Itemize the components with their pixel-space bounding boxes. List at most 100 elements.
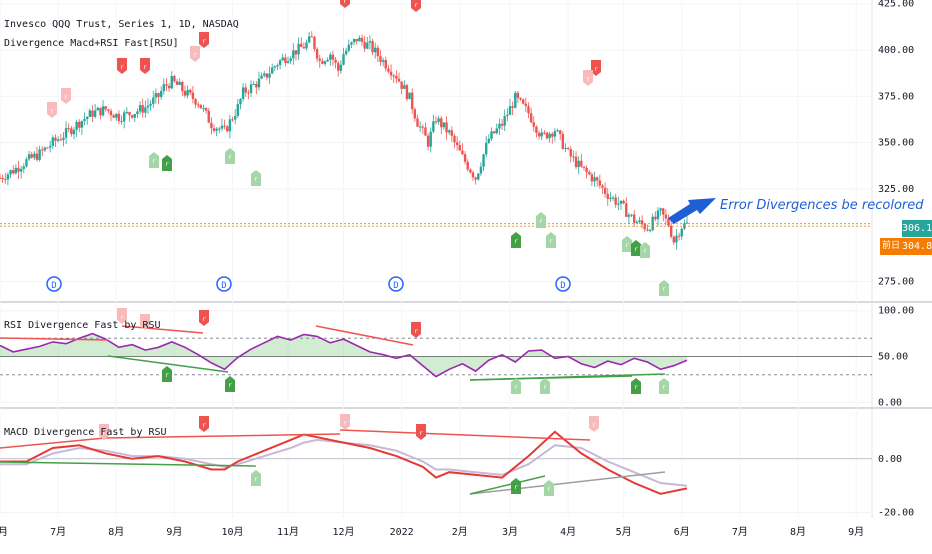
- bear-divergence-label: r: [340, 414, 350, 430]
- candle-body: [297, 43, 300, 55]
- x-tick-label: 2月: [452, 526, 468, 538]
- label-shape: [511, 478, 521, 494]
- candle-body: [405, 85, 409, 100]
- candle-body: [527, 106, 530, 114]
- x-tick-label: 11月: [277, 526, 299, 538]
- svg-text:D: D: [221, 281, 226, 291]
- last-price-tag[interactable]: 306.17: [902, 220, 932, 237]
- candle-body: [556, 130, 559, 132]
- candle-body: [360, 37, 364, 42]
- candle-body: [136, 111, 139, 115]
- macd-pane[interactable]: r r r r r r r r: [0, 414, 872, 496]
- dividend-marker[interactable]: [555, 276, 571, 292]
- candle-body: [170, 76, 173, 89]
- bear-divergence-label: r: [47, 102, 57, 118]
- y-tick-label: 425.00: [878, 0, 914, 10]
- dividend-marker[interactable]: [216, 276, 232, 292]
- label-shape: [340, 414, 350, 430]
- candle-body: [0, 177, 2, 179]
- candle-body: [257, 78, 261, 88]
- candle-body: [537, 132, 541, 137]
- candle-body: [453, 135, 456, 143]
- candle-body: [455, 142, 459, 145]
- candle-body: [548, 133, 551, 139]
- label-shape: [117, 308, 127, 324]
- candle-body: [260, 75, 263, 79]
- candle-body: [339, 64, 343, 71]
- chart-title: Invesco QQQ Trust, Series 1, 1D, NASDAQ: [4, 19, 239, 30]
- candle-body: [445, 122, 448, 133]
- candle-body: [263, 73, 266, 76]
- candle-body: [292, 50, 295, 59]
- label-shape: [225, 376, 235, 392]
- candle-body: [146, 105, 150, 108]
- candle-body: [503, 116, 506, 126]
- bear-divergence-label: r: [117, 58, 127, 74]
- candle-body: [487, 138, 491, 143]
- candle-body: [675, 235, 678, 243]
- rsi-pane-title[interactable]: RSI Divergence Fast by RSU: [4, 320, 161, 331]
- candle-body: [310, 36, 314, 38]
- candle-body: [14, 167, 18, 174]
- candle-body: [273, 66, 277, 68]
- candle-body: [514, 92, 517, 108]
- bull-divergence-label: r: [162, 366, 172, 382]
- label-glyph: r: [592, 422, 596, 429]
- candle-body: [350, 42, 353, 45]
- bull-divergence-label: r: [511, 478, 521, 494]
- y-tick-label: 50.00: [878, 352, 908, 363]
- rsi-pane[interactable]: r r r r r r r r r r: [0, 308, 872, 394]
- candle-body: [421, 126, 424, 128]
- candle-body: [56, 139, 60, 141]
- dividend-marker[interactable]: [388, 276, 404, 292]
- candle-body: [199, 104, 203, 109]
- label-shape: [631, 240, 641, 256]
- candle-body: [358, 37, 361, 42]
- dividend-marker[interactable]: [46, 276, 62, 292]
- indicator-name[interactable]: Divergence Macd+RSI Fast[RSU]: [4, 38, 179, 49]
- macd-pane-title[interactable]: MACD Divergence Fast by RSU: [4, 427, 167, 438]
- candle-body: [64, 128, 68, 138]
- rsi-line: [0, 332, 688, 378]
- annotation-arrow-icon: [668, 198, 716, 224]
- candle-body: [255, 83, 258, 88]
- prev-close-tag[interactable]: 304.81: [902, 238, 932, 255]
- label-shape: [162, 366, 172, 382]
- axis-labels: 425.00 400.00 375.00 350.00 325.00 275.00 100.…: [0, 0, 914, 538]
- bull-divergence-label: r: [251, 470, 261, 486]
- candle-body: [241, 87, 245, 100]
- svg-text:D: D: [560, 281, 565, 291]
- candle-body: [625, 203, 628, 217]
- svg-text:D: D: [51, 281, 56, 291]
- candle-body: [545, 132, 549, 139]
- candle-body: [228, 119, 232, 132]
- label-glyph: r: [662, 286, 666, 293]
- label-glyph: r: [625, 242, 629, 249]
- bull-divergence-label: r: [544, 480, 554, 496]
- candle-body: [281, 57, 284, 61]
- candle-body: [619, 200, 623, 204]
- dividend-markers[interactable]: D D D D: [46, 276, 571, 292]
- label-glyph: r: [228, 382, 232, 389]
- candle-body: [463, 154, 467, 162]
- bull-divergence-label: r: [162, 155, 172, 171]
- candle-body: [389, 71, 393, 76]
- candle-body: [294, 50, 298, 55]
- candle-body: [207, 110, 210, 123]
- label-shape: [140, 314, 150, 330]
- y-tick-label: 0.00: [878, 454, 902, 465]
- candle-body: [432, 121, 435, 132]
- candle-body: [580, 160, 583, 167]
- x-tick-label: 7月: [50, 526, 66, 538]
- candle-body: [215, 128, 218, 131]
- label-shape: [511, 232, 521, 248]
- candle-body: [30, 154, 33, 158]
- candle-body: [368, 41, 372, 43]
- candle-body: [395, 75, 398, 79]
- candle-body: [70, 128, 73, 135]
- label-glyph: r: [202, 38, 206, 45]
- label-shape: [149, 152, 159, 168]
- label-shape: [199, 32, 209, 48]
- candle-body: [400, 81, 403, 89]
